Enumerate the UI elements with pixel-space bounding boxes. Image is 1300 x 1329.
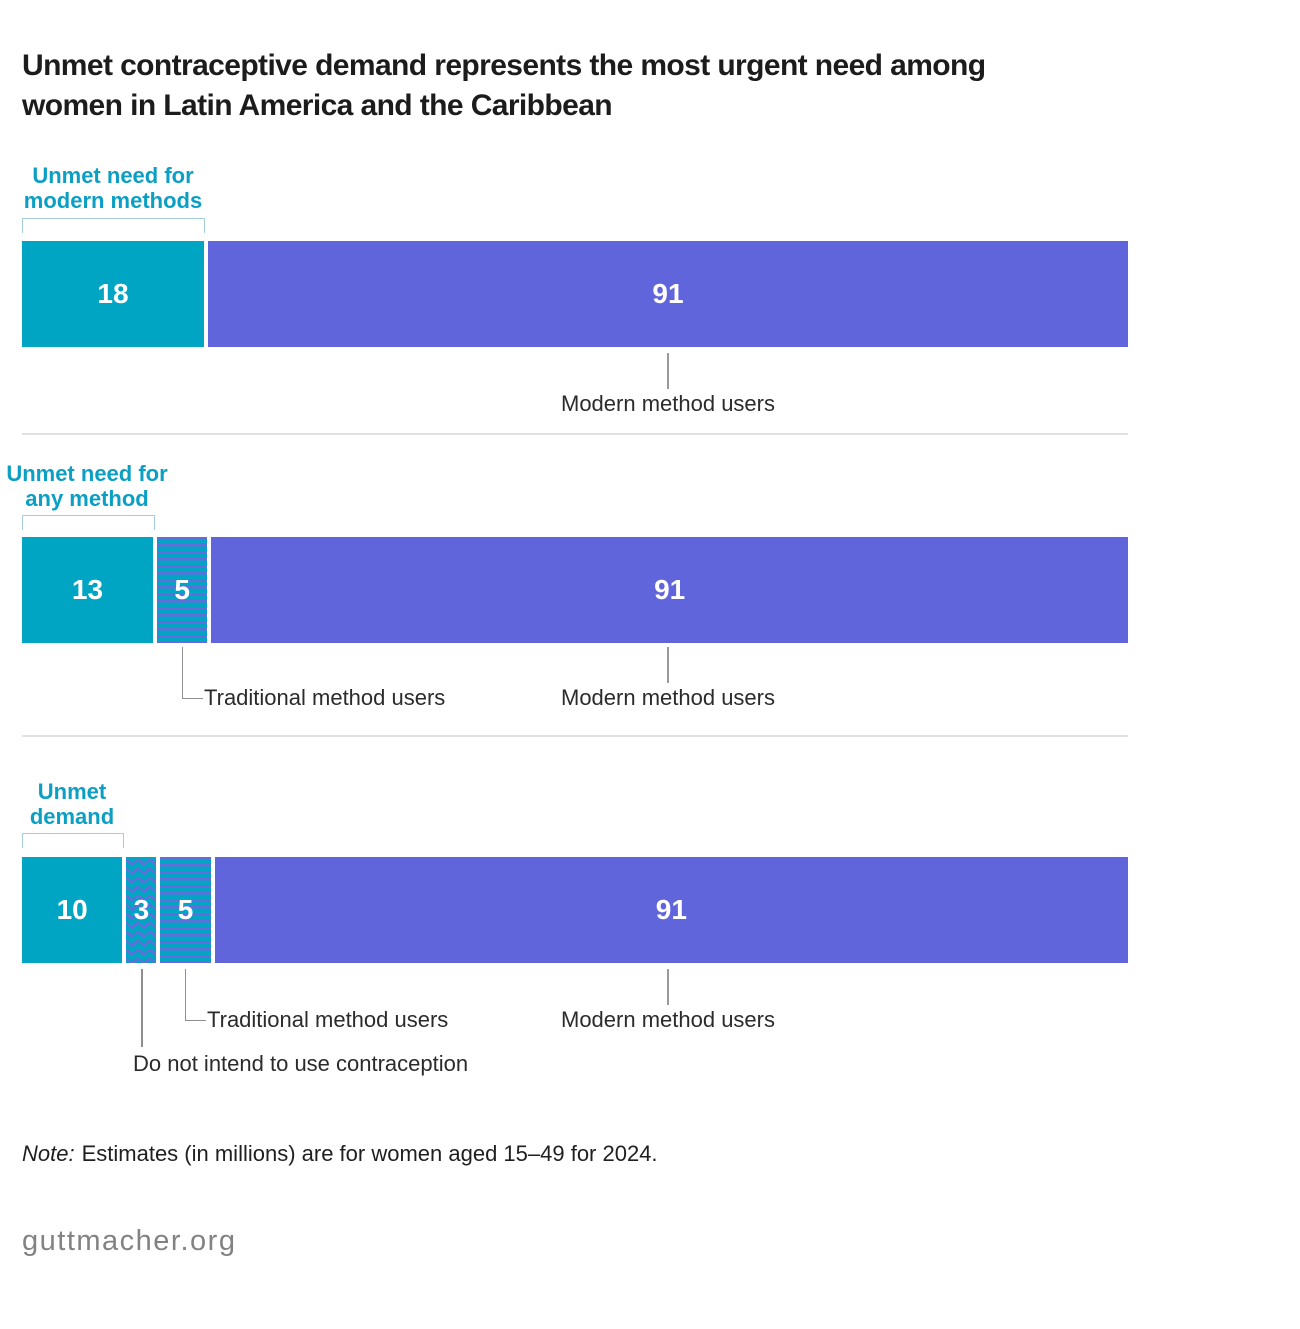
stacked-bar: 18 91	[22, 241, 1128, 347]
callouts: Modern method users	[22, 353, 1128, 423]
callout-traditional-method-users: Traditional method users	[204, 685, 446, 710]
section-heading-line1: Unmet	[37, 779, 107, 804]
segment-value: 91	[652, 278, 684, 309]
callout-label: Modern method users	[561, 1007, 775, 1032]
callout-modern-method-users: Modern method users	[561, 647, 775, 711]
leader-line	[667, 647, 669, 683]
bar-segment-modern-users: 91	[207, 241, 1128, 347]
callout-label: Modern method users	[561, 391, 775, 416]
chart-title: Unmet contraceptive demand represents th…	[22, 49, 986, 122]
section-heading: Unmet need for any method	[0, 461, 237, 511]
bar-segment-modern-users: 91	[214, 857, 1128, 963]
bar-segment-traditional-users: 5	[156, 537, 208, 643]
leader-line-elbow	[182, 647, 203, 699]
segment-value: 10	[56, 894, 88, 925]
callout-modern-method-users: Modern method users	[561, 353, 775, 417]
section-heading: Unmet need for modern methods	[0, 163, 263, 213]
segment-value: 13	[71, 574, 104, 605]
segment-value: 18	[97, 278, 129, 309]
bracket	[22, 218, 205, 233]
stacked-bar: 10 3 5 91	[22, 857, 1128, 963]
leader-line-elbow	[185, 969, 206, 1021]
bar-segment-unmet-demand: 10	[22, 857, 123, 963]
section-divider	[22, 433, 1128, 435]
callout-modern-method-users: Modern method users	[561, 969, 775, 1033]
footer-url: guttmacher.org	[22, 1225, 237, 1257]
leader-line	[667, 353, 669, 389]
chart-page: Unmet contraceptive demand represents th…	[0, 46, 1300, 1258]
bar-segment-traditional-users: 5	[160, 857, 211, 963]
callout-do-not-intend: Do not intend to use contraception	[133, 1051, 469, 1076]
callout-traditional-method-users: Traditional method users	[207, 1007, 449, 1032]
segment-value: 91	[654, 574, 686, 605]
segment-value: 5	[177, 894, 194, 925]
stacked-bar: 13 5 91	[22, 537, 1128, 643]
segment-value: 3	[133, 894, 150, 925]
leader-line	[667, 969, 669, 1005]
bar-segment-unmet-modern: 18	[22, 241, 204, 347]
chart-note: Note: Estimates (in millions) are for wom…	[22, 1141, 1278, 1167]
chart-section-any-method: Unmet need for any method 13 5 91 Tradit…	[6, 461, 1128, 737]
bar-segment-unmet-any: 13	[22, 537, 153, 643]
chart-section-modern-methods: Unmet need for modern methods 18 91 Mode…	[22, 163, 1128, 435]
zigzag-pattern	[126, 857, 157, 963]
section-heading-line2: any method	[25, 486, 149, 511]
note-prefix: Note:	[22, 1141, 75, 1166]
bracket	[22, 833, 124, 848]
section-divider	[22, 735, 1128, 737]
section-heading: Unmet demand	[0, 779, 222, 829]
callouts: Traditional method users Modern method u…	[22, 647, 1128, 717]
bracket	[22, 515, 155, 530]
callout-label: Modern method users	[561, 685, 775, 710]
bar-segment-modern-users: 91	[211, 537, 1128, 643]
bar-segment-do-not-intend: 3	[126, 857, 157, 963]
segment-value: 5	[174, 574, 190, 605]
chart-section-unmet-demand: Unmet demand 10 3 5	[22, 779, 1128, 1079]
section-heading-line1: Unmet need for	[6, 461, 168, 486]
note-text: Estimates (in millions) are for women ag…	[81, 1141, 658, 1166]
section-heading-line2: demand	[29, 804, 115, 829]
segment-value: 91	[655, 894, 687, 925]
leader-line	[141, 969, 143, 1047]
section-heading-line2: modern methods	[23, 188, 203, 213]
section-heading-line1: Unmet need for	[32, 163, 194, 188]
callouts: Traditional method users Do not intend t…	[22, 969, 1128, 1089]
